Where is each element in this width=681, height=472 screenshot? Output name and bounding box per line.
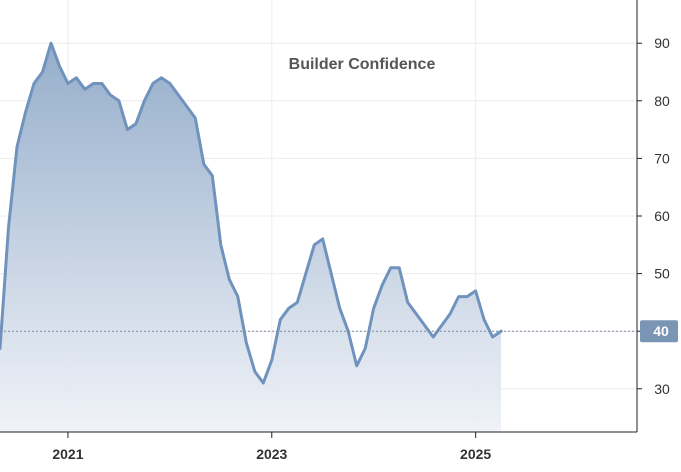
data-point	[287, 306, 291, 310]
data-point	[329, 272, 333, 276]
data-point	[185, 105, 189, 109]
data-point	[295, 300, 299, 304]
data-point	[261, 381, 265, 385]
data-point	[202, 162, 206, 166]
axes: 3040506070809020212023202540	[0, 0, 678, 462]
data-point	[125, 128, 129, 132]
x-tick-label: 2021	[52, 446, 83, 462]
data-point	[380, 283, 384, 287]
data-point	[83, 87, 87, 91]
data-point	[32, 82, 36, 86]
data-point	[58, 64, 62, 68]
data-point	[142, 99, 146, 103]
data-point	[176, 93, 180, 97]
y-tick-label: 50	[654, 266, 670, 282]
data-point	[355, 364, 359, 368]
data-point	[236, 295, 240, 299]
data-point	[431, 335, 435, 339]
data-point	[117, 99, 121, 103]
y-tick-label: 80	[654, 93, 670, 109]
data-point	[91, 82, 95, 86]
x-tick-label: 2023	[256, 446, 287, 462]
data-point	[448, 312, 452, 316]
y-tick-label: 60	[654, 208, 670, 224]
data-point	[363, 347, 367, 351]
data-point	[406, 300, 410, 304]
data-point	[159, 76, 163, 80]
data-point	[168, 82, 172, 86]
last-value-badge-label: 40	[653, 323, 669, 339]
data-point	[423, 323, 427, 327]
last-value-badge	[640, 320, 678, 343]
data-point	[474, 289, 478, 293]
data-point	[100, 82, 104, 86]
data-point	[74, 76, 78, 80]
data-point	[134, 122, 138, 126]
series-area-fill	[0, 43, 502, 432]
y-tick-label: 90	[654, 35, 670, 51]
data-point	[210, 174, 214, 178]
y-tick-label: 70	[654, 150, 670, 166]
chart-title: Builder Confidence	[289, 56, 436, 73]
data-point	[108, 93, 112, 97]
data-point	[397, 266, 401, 270]
data-point	[414, 312, 418, 316]
area-layer	[0, 41, 503, 432]
data-point	[244, 341, 248, 345]
data-point	[66, 82, 70, 86]
data-point	[465, 295, 469, 299]
data-point	[338, 306, 342, 310]
data-point	[193, 116, 197, 120]
y-tick-label: 30	[654, 381, 670, 397]
data-point	[312, 243, 316, 247]
data-point	[253, 370, 257, 374]
data-point	[270, 358, 274, 362]
data-point	[219, 243, 223, 247]
data-point	[7, 226, 11, 230]
data-point	[389, 266, 393, 270]
data-point	[227, 277, 231, 281]
data-point	[321, 237, 325, 241]
data-point	[440, 323, 444, 327]
x-tick-label: 2025	[460, 446, 491, 462]
data-point	[304, 272, 308, 276]
data-point	[15, 145, 19, 149]
data-point	[372, 306, 376, 310]
data-point	[49, 41, 53, 45]
data-point	[491, 335, 495, 339]
data-point	[457, 295, 461, 299]
data-point	[24, 110, 28, 114]
data-point	[278, 318, 282, 322]
series-line	[0, 41, 503, 385]
data-point	[482, 318, 486, 322]
data-point	[151, 82, 155, 86]
data-point	[41, 70, 45, 74]
